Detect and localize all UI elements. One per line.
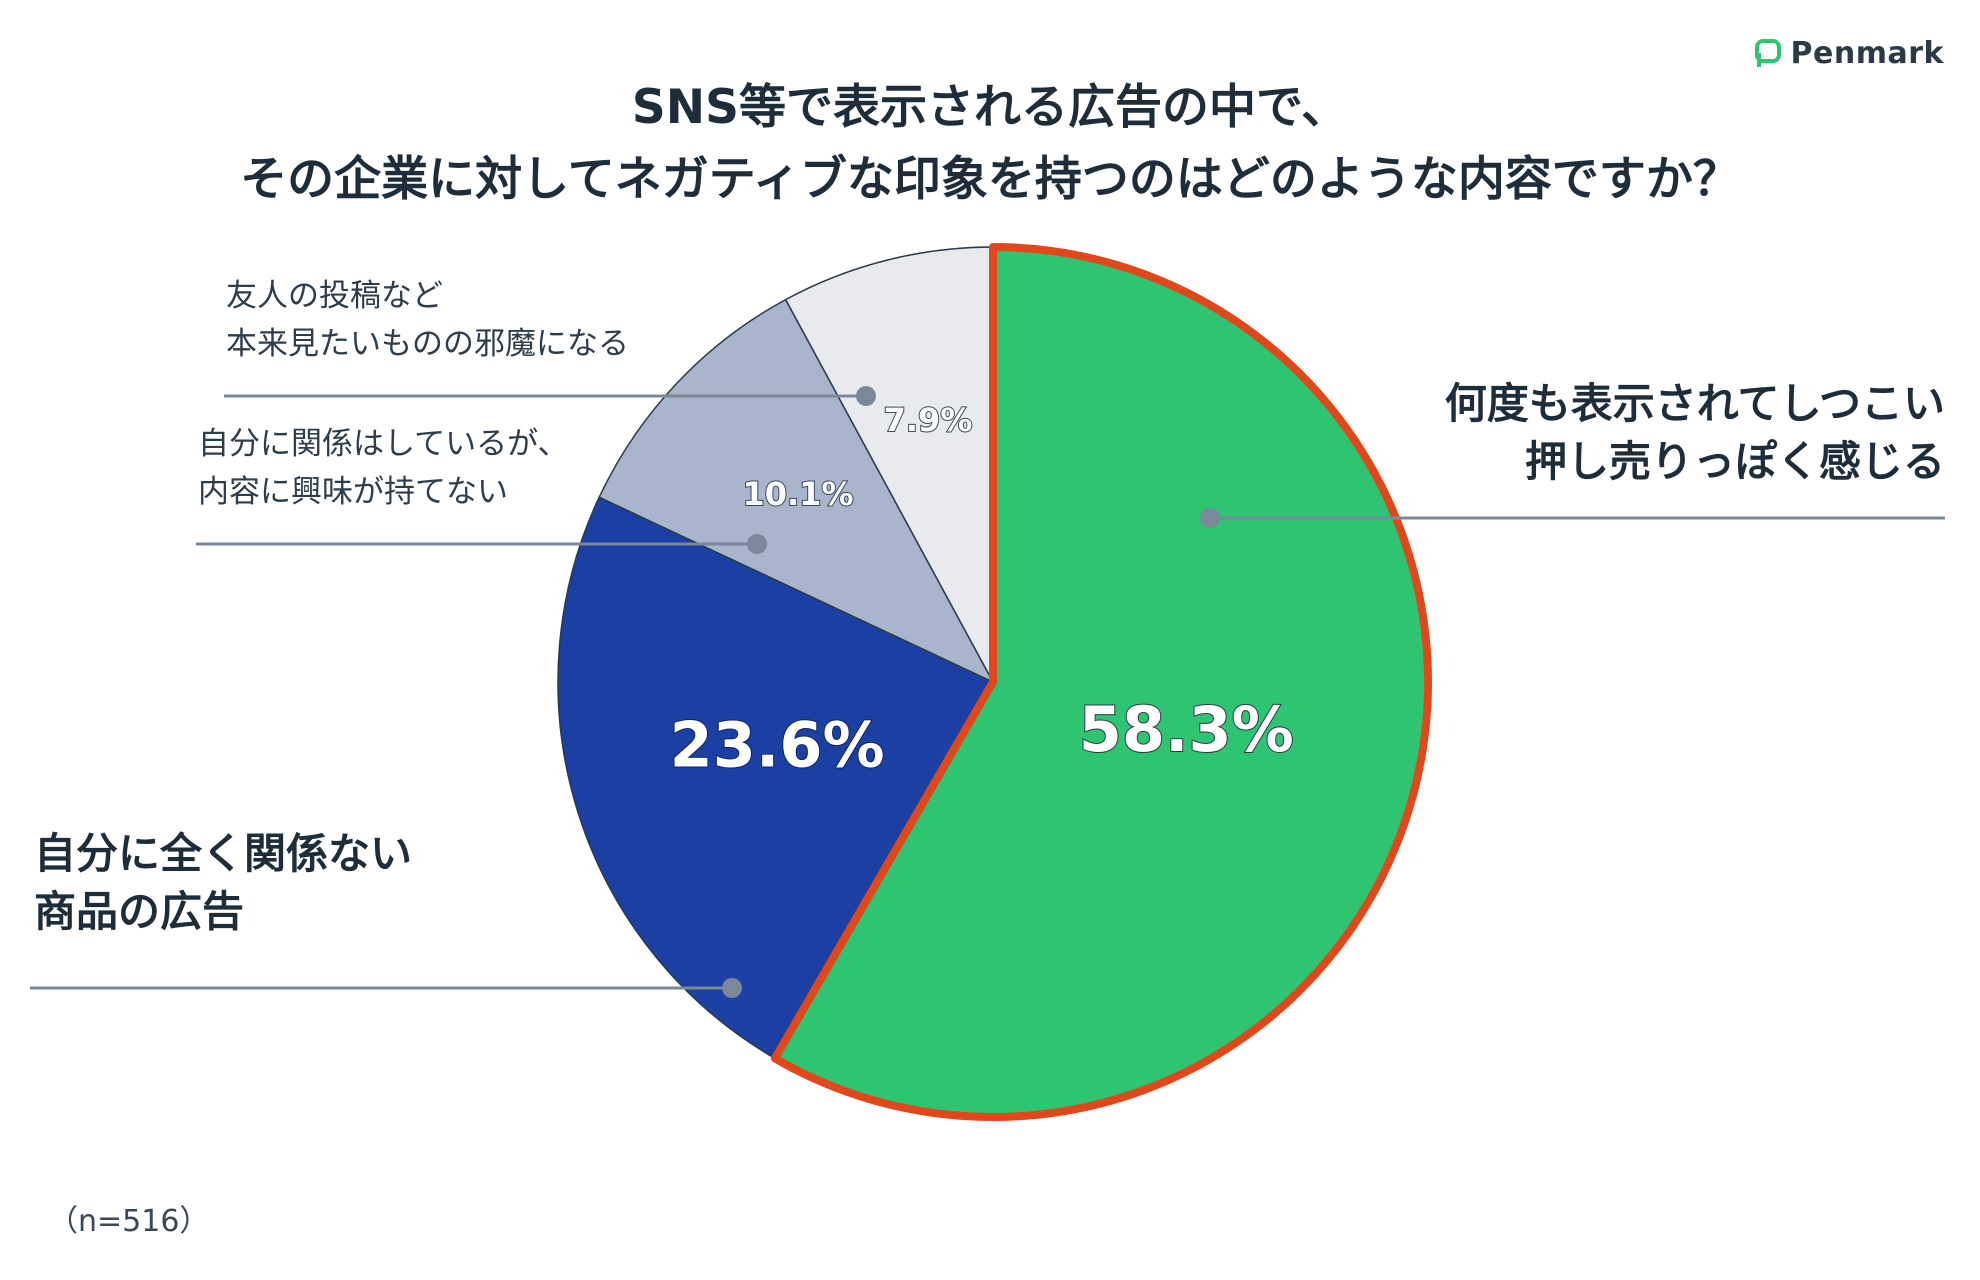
chart-title-line-2: その企業に対してネガティブな印象を持つのはどのような内容ですか？ — [240, 152, 1740, 207]
slice-4-leader-dot — [856, 386, 876, 406]
slice-4-category-label-line-1: 友人の投稿など — [226, 278, 443, 314]
pie-slices — [557, 243, 1432, 1121]
slice-2-category-label-line-2: 商品の広告 — [34, 887, 244, 936]
slice-2-wedge — [557, 496, 994, 1060]
slice-1-leader-dot — [1200, 508, 1220, 528]
chart-title: SNS等で表示される広告の中で、 その企業に対してネガティブな印象を持つのはどの… — [0, 72, 1980, 216]
slice-2-value-label: 23.6% — [670, 709, 885, 782]
brand-logo: Penmark — [1754, 36, 1944, 71]
slice-1-category-label-line-1: 何度も表示されてしつこい — [1445, 379, 1945, 428]
slice-4-value-label: 7.9% — [884, 401, 973, 439]
value-labels: 58.3% 23.6% 10.1% 7.9% — [669, 400, 1295, 783]
slice-2-category-label-line-1: 自分に全く関係ない — [34, 829, 412, 878]
slice-1-wedge — [770, 243, 1432, 1121]
slice-2-leader-dot — [722, 978, 742, 998]
penmark-logo-icon — [1754, 38, 1781, 67]
sample-size-note: （n=516） — [48, 1204, 210, 1239]
slice-1-category-label-line-2: 押し売りっぽく感じる — [1525, 437, 1945, 486]
slice-3-value-label: 10.1% — [742, 475, 853, 513]
slice-3-category-label-line-1: 自分に関係はしているが、 — [198, 426, 568, 462]
leader-lines — [30, 386, 1945, 998]
slice-4-category-label-line-2: 本来見たいものの邪魔になる — [226, 326, 629, 362]
chart-title-line-1: SNS等で表示される広告の中で、 — [631, 80, 1349, 135]
slice-1-value-label: 58.3% — [1079, 693, 1294, 766]
slice-3-category-label-line-2: 内容に興味が持てない — [198, 474, 508, 510]
slice-3-leader-dot — [747, 534, 767, 554]
brand-name: Penmark — [1790, 36, 1944, 71]
slice-4-wedge — [784, 246, 994, 683]
